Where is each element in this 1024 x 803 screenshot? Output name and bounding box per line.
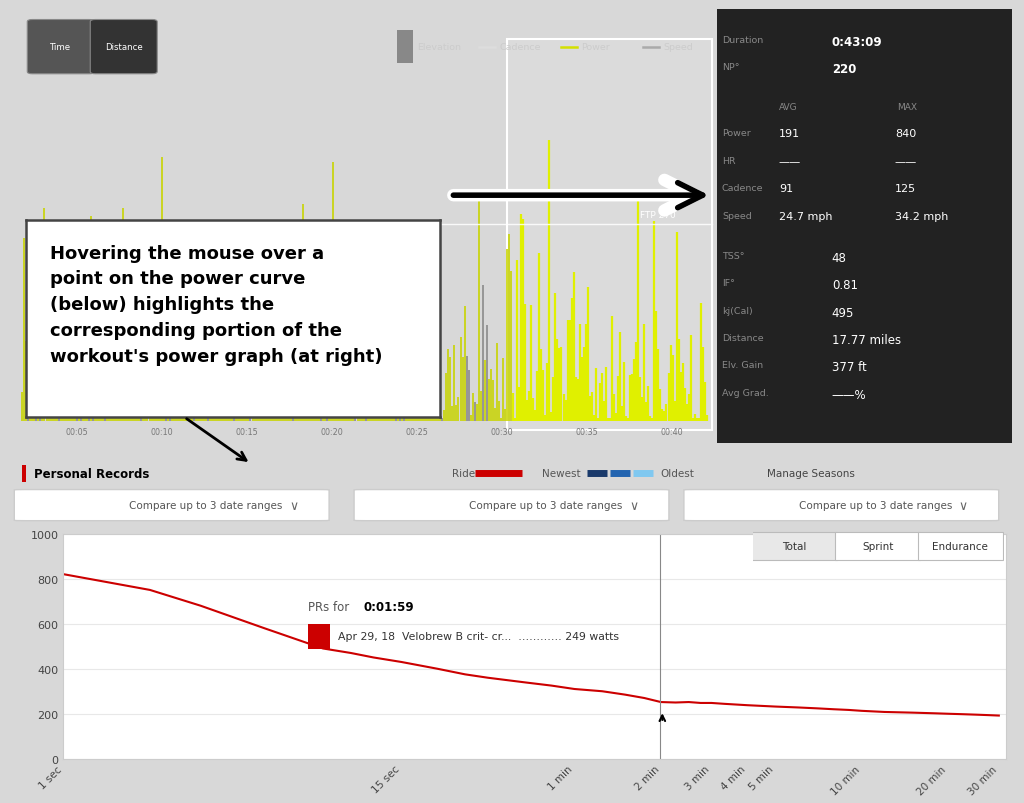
Text: 191: 191 bbox=[779, 129, 800, 139]
Text: AVG: AVG bbox=[779, 104, 798, 112]
FancyBboxPatch shape bbox=[308, 625, 330, 649]
Text: kj(Cal): kj(Cal) bbox=[722, 306, 753, 316]
Text: 91: 91 bbox=[779, 184, 793, 194]
Text: 24.7 mph: 24.7 mph bbox=[779, 211, 833, 222]
FancyBboxPatch shape bbox=[684, 490, 998, 521]
Text: PRs for: PRs for bbox=[308, 600, 353, 613]
Text: 00:05: 00:05 bbox=[66, 428, 89, 437]
Text: ——: —— bbox=[895, 157, 918, 166]
Text: Power: Power bbox=[581, 43, 609, 52]
Text: 00:25: 00:25 bbox=[406, 428, 428, 437]
Text: TSS°: TSS° bbox=[722, 251, 744, 261]
Text: 48: 48 bbox=[831, 251, 847, 264]
FancyBboxPatch shape bbox=[918, 532, 1004, 560]
Text: Personal Records: Personal Records bbox=[34, 467, 150, 480]
Text: Compare up to 3 date ranges: Compare up to 3 date ranges bbox=[469, 500, 623, 511]
Text: ∨: ∨ bbox=[958, 499, 968, 512]
Text: 0:43:09: 0:43:09 bbox=[831, 35, 883, 49]
Text: HR: HR bbox=[722, 157, 735, 165]
Text: 17.77 miles: 17.77 miles bbox=[831, 333, 901, 347]
Text: 0:01:59: 0:01:59 bbox=[364, 600, 415, 613]
Text: Ride: Ride bbox=[452, 469, 475, 479]
Text: Sprint: Sprint bbox=[862, 541, 893, 551]
FancyBboxPatch shape bbox=[90, 21, 158, 75]
Text: 840: 840 bbox=[895, 129, 916, 139]
Text: Endurance: Endurance bbox=[933, 541, 988, 551]
Text: Newest: Newest bbox=[542, 469, 581, 479]
Text: Total: Total bbox=[782, 541, 806, 551]
Text: Compare up to 3 date ranges: Compare up to 3 date ranges bbox=[129, 500, 283, 511]
FancyBboxPatch shape bbox=[507, 40, 712, 430]
Text: Speed: Speed bbox=[722, 211, 752, 220]
Text: FTP 270: FTP 270 bbox=[640, 211, 676, 220]
FancyBboxPatch shape bbox=[23, 466, 27, 482]
Text: Time: Time bbox=[50, 43, 72, 52]
Text: ∨: ∨ bbox=[629, 499, 638, 512]
Text: 0.81: 0.81 bbox=[831, 279, 858, 292]
FancyBboxPatch shape bbox=[835, 532, 921, 560]
Text: NP°: NP° bbox=[722, 63, 739, 72]
Text: 00:15: 00:15 bbox=[236, 428, 258, 437]
Text: Hovering the mouse over a
point on the power curve
(below) highlights the
corres: Hovering the mouse over a point on the p… bbox=[50, 244, 383, 365]
Text: 220: 220 bbox=[831, 63, 856, 76]
Text: Cadence: Cadence bbox=[722, 184, 763, 193]
Text: ——%: ——% bbox=[831, 388, 866, 402]
Text: Duration: Duration bbox=[722, 35, 763, 45]
FancyBboxPatch shape bbox=[397, 31, 413, 64]
Text: Cadence: Cadence bbox=[499, 43, 541, 52]
Text: Distance: Distance bbox=[722, 333, 764, 343]
Text: 00:20: 00:20 bbox=[321, 428, 343, 437]
Text: Oldest: Oldest bbox=[659, 469, 694, 479]
Text: Elv. Gain: Elv. Gain bbox=[722, 361, 763, 370]
Text: 495: 495 bbox=[831, 306, 854, 320]
Text: 00:30: 00:30 bbox=[490, 428, 513, 437]
Text: IF°: IF° bbox=[722, 279, 735, 288]
Text: Apr 29, 18  Velobrew B crit- cr...  ………… 249 watts: Apr 29, 18 Velobrew B crit- cr... ………… 2… bbox=[338, 631, 618, 642]
Text: 377 ft: 377 ft bbox=[831, 361, 866, 374]
Text: 00:40: 00:40 bbox=[660, 428, 683, 437]
Text: ——: —— bbox=[779, 157, 801, 166]
Text: Elevation: Elevation bbox=[417, 43, 461, 52]
Text: Power: Power bbox=[722, 129, 751, 138]
Text: Avg Grad.: Avg Grad. bbox=[722, 388, 769, 397]
Text: Speed: Speed bbox=[663, 43, 692, 52]
FancyBboxPatch shape bbox=[717, 10, 1012, 443]
FancyBboxPatch shape bbox=[752, 532, 837, 560]
Text: 34.2 mph: 34.2 mph bbox=[895, 211, 948, 222]
Text: Manage Seasons: Manage Seasons bbox=[767, 469, 855, 479]
FancyBboxPatch shape bbox=[28, 21, 94, 75]
Text: Compare up to 3 date ranges: Compare up to 3 date ranges bbox=[799, 500, 952, 511]
Text: 125: 125 bbox=[895, 184, 915, 194]
FancyBboxPatch shape bbox=[354, 490, 669, 521]
Text: 00:10: 00:10 bbox=[151, 428, 173, 437]
FancyBboxPatch shape bbox=[14, 490, 329, 521]
Text: 00:35: 00:35 bbox=[575, 428, 598, 437]
Text: MAX: MAX bbox=[897, 104, 916, 112]
Text: Distance: Distance bbox=[104, 43, 142, 52]
Text: ∨: ∨ bbox=[289, 499, 298, 512]
